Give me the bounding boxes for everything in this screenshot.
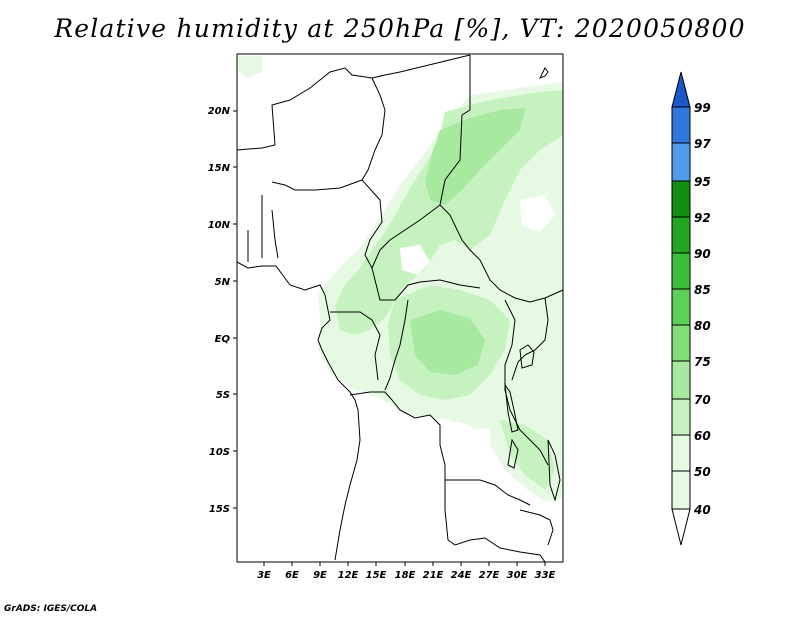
latitude-axis: 20N 15N 10N 5N EQ 5S 10S 15S	[208, 106, 237, 515]
longitude-axis: 3E 6E 9E 12E 15E 18E 21E 24E 27E 30E 33E	[257, 562, 556, 581]
colorbar-bottom-arrow	[671, 508, 691, 546]
lon-label: 3E	[257, 570, 271, 581]
border-segment-6	[247, 195, 279, 262]
lon-label: 6E	[285, 570, 299, 581]
lon-label: 33E	[535, 570, 556, 581]
lat-label: 10N	[208, 220, 231, 231]
lat-label: 5N	[215, 277, 231, 288]
lon-label: 30E	[507, 570, 528, 581]
colorbar-label: 99	[694, 101, 711, 115]
border-segment-11	[444, 480, 546, 563]
country-borders	[236, 54, 564, 563]
humidity-region-mid	[335, 90, 563, 335]
map-title: Relative humidity at 250hPa [%], VT: 202…	[54, 14, 746, 43]
lat-label: 5S	[216, 390, 230, 401]
border-segment-14	[519, 509, 554, 546]
colorbar-segment	[671, 434, 691, 472]
lon-label: 9E	[313, 570, 327, 581]
coastline-west	[236, 261, 361, 561]
colorbar-segment	[671, 252, 691, 290]
colorbar-segment	[671, 470, 691, 510]
colorbar-label: 40	[693, 503, 711, 517]
lake-3	[507, 438, 519, 469]
lon-label: 21E	[423, 570, 444, 581]
lat-label: 15N	[208, 163, 231, 174]
humidity-region-dark	[425, 108, 525, 205]
colorbar-segment	[671, 360, 691, 400]
colorbar-label: 80	[694, 319, 711, 333]
colorbar-segment	[671, 106, 691, 144]
humidity-hole-3	[465, 428, 492, 470]
lon-label: 18E	[395, 570, 416, 581]
humidity-fill	[237, 56, 563, 502]
humidity-region-light-west	[237, 56, 262, 78]
border-segment-10	[445, 479, 531, 506]
map-frame	[236, 53, 564, 563]
border-segment-9	[349, 391, 446, 480]
colorbar-segment	[671, 324, 691, 362]
colorbar-label: 92	[694, 211, 711, 225]
colorbar-segment	[671, 142, 691, 182]
humidity-hole-2	[520, 195, 555, 232]
colorbar-label: 70	[694, 393, 711, 407]
border-segment-7	[330, 311, 381, 381]
lat-label: 10S	[209, 447, 230, 458]
colorbar-label: 50	[694, 465, 711, 479]
lon-label: 24E	[451, 570, 472, 581]
lat-label: 15S	[209, 504, 230, 515]
lat-label: EQ	[215, 334, 231, 345]
border-segment-5	[271, 179, 363, 191]
colorbar-segment	[671, 288, 691, 326]
border-segment-2	[439, 55, 564, 303]
lake-2	[504, 383, 519, 433]
colorbar-segment	[671, 180, 691, 218]
lake-1	[519, 344, 535, 369]
lake-4	[547, 439, 561, 502]
colorbar-label: 95	[694, 175, 711, 189]
colorbar-label: 75	[694, 355, 711, 369]
colorbar-top-arrow	[671, 71, 691, 108]
grads-credit: GrADS: IGES/COLA	[4, 604, 98, 614]
humidity-region-dark-central	[410, 310, 485, 375]
border-segment-1	[236, 54, 471, 151]
border-segment-12	[504, 299, 549, 466]
colorbar-segment	[671, 398, 691, 436]
border-segment-13	[511, 297, 549, 381]
colorbar-segment	[671, 216, 691, 254]
border-segment-4	[371, 204, 441, 269]
colorbar-label: 90	[694, 247, 711, 261]
humidity-region-mid-east	[500, 420, 555, 490]
colorbar-label: 85	[694, 283, 711, 297]
border-segment-8	[384, 299, 409, 391]
lat-label: 20N	[208, 106, 231, 117]
border-segment-3	[361, 77, 481, 301]
colorbar: 99 97 95 92 90 85 80 75 70 60 50 40	[671, 71, 711, 546]
lon-label: 15E	[366, 570, 387, 581]
lon-label: 27E	[479, 570, 500, 581]
colorbar-label: 97	[694, 137, 711, 151]
lon-label: 12E	[338, 570, 359, 581]
lake-5	[538, 67, 549, 79]
colorbar-segments	[671, 106, 691, 510]
colorbar-label: 60	[694, 429, 711, 443]
humidity-hole-1	[400, 245, 430, 275]
